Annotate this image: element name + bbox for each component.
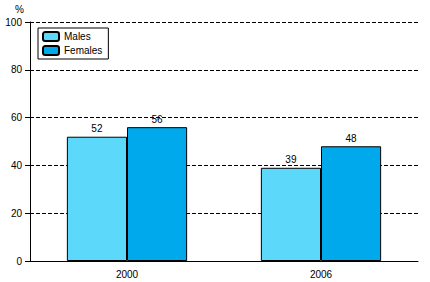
svg-text:2000: 2000 xyxy=(116,269,139,280)
svg-text:Males: Males xyxy=(64,31,91,42)
svg-text:%: % xyxy=(15,4,24,15)
svg-text:20: 20 xyxy=(11,208,23,219)
svg-text:0: 0 xyxy=(16,256,22,267)
svg-text:39: 39 xyxy=(285,154,297,165)
svg-text:2006: 2006 xyxy=(310,269,333,280)
svg-text:100: 100 xyxy=(5,17,22,28)
svg-text:40: 40 xyxy=(11,160,23,171)
svg-text:52: 52 xyxy=(91,123,103,134)
svg-text:60: 60 xyxy=(11,112,23,123)
svg-text:48: 48 xyxy=(346,133,358,144)
svg-text:80: 80 xyxy=(11,64,23,75)
svg-text:56: 56 xyxy=(152,114,164,125)
svg-text:Females: Females xyxy=(64,45,102,56)
